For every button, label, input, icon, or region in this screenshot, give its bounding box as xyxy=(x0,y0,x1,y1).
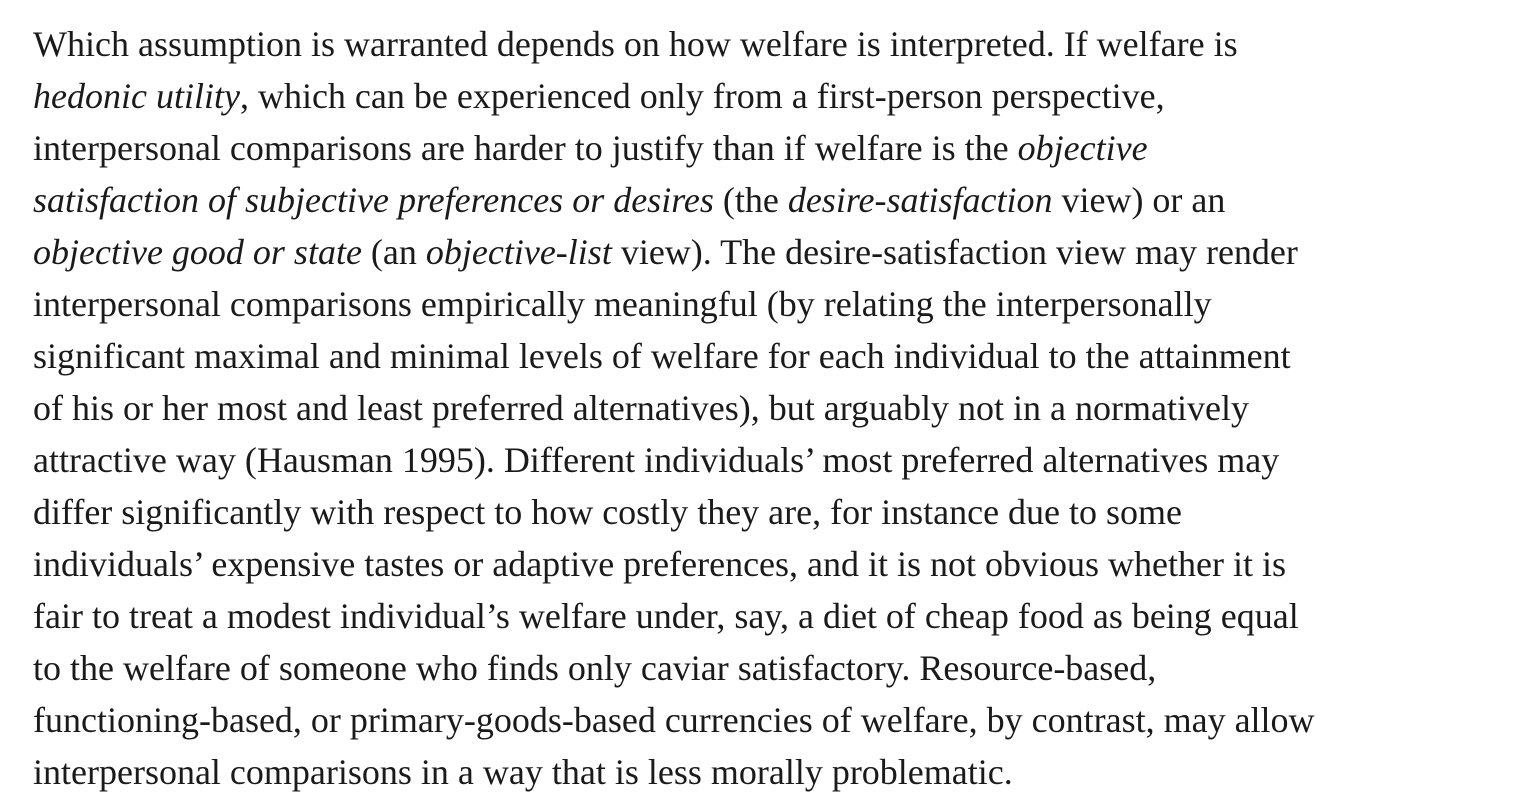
paragraph-line: individuals’ expensive tastes or adaptiv… xyxy=(33,538,1523,590)
paragraph-line: Which assumption is warranted depends on… xyxy=(33,18,1523,70)
text-run: differ significantly with respect to how… xyxy=(33,492,1183,532)
italic-text-run: satisfaction of subjective preferences o… xyxy=(33,180,714,220)
paragraph-line: interpersonal comparisons empirically me… xyxy=(33,278,1523,330)
paragraph-line: interpersonal comparisons are harder to … xyxy=(33,122,1523,174)
text-run: interpersonal comparisons in a way that … xyxy=(33,752,1013,792)
text-run: interpersonal comparisons are harder to … xyxy=(33,128,1018,168)
paragraph-line: differ significantly with respect to how… xyxy=(33,486,1523,538)
text-run: fair to treat a modest individual’s welf… xyxy=(33,596,1299,636)
italic-text-run: objective-list xyxy=(425,232,612,272)
text-run: to the welfare of someone who finds only… xyxy=(33,648,1157,688)
text-run: individuals’ expensive tastes or adaptiv… xyxy=(33,544,1287,584)
italic-text-run: objective xyxy=(1017,128,1148,168)
text-run: , which can be experienced only from a f… xyxy=(239,76,1165,116)
paragraph-line: significant maximal and minimal levels o… xyxy=(33,330,1523,382)
italic-text-run: hedonic utility xyxy=(33,76,240,116)
paragraph-line: fair to treat a modest individual’s welf… xyxy=(33,590,1523,642)
paragraph-line: hedonic utility, which can be experience… xyxy=(33,70,1523,122)
text-run: of his or her most and least preferred a… xyxy=(33,388,1249,428)
text-run: Which assumption is warranted depends on… xyxy=(33,24,1238,64)
text-run: view). The desire-satisfaction view may … xyxy=(611,232,1298,272)
italic-text-run: desire-satisfaction xyxy=(787,180,1053,220)
document-paragraph: Which assumption is warranted depends on… xyxy=(33,18,1523,798)
text-run: significant maximal and minimal levels o… xyxy=(33,336,1291,376)
paragraph-line: to the welfare of someone who finds only… xyxy=(33,642,1523,694)
text-run: functioning-based, or primary-goods-base… xyxy=(33,700,1315,740)
paragraph-line: functioning-based, or primary-goods-base… xyxy=(33,694,1523,746)
paragraph-line: of his or her most and least preferred a… xyxy=(33,382,1523,434)
paragraph-line: interpersonal comparisons in a way that … xyxy=(33,746,1523,798)
paragraph-line: objective good or state (an objective-li… xyxy=(33,226,1523,278)
text-run: attractive way (Hausman 1995). Different… xyxy=(33,440,1280,480)
italic-text-run: objective good or state xyxy=(33,232,362,272)
text-run: view) or an xyxy=(1052,180,1226,220)
text-run: (an xyxy=(361,232,426,272)
text-run: (the xyxy=(713,180,788,220)
paragraph-line: attractive way (Hausman 1995). Different… xyxy=(33,434,1523,486)
paragraph-line: satisfaction of subjective preferences o… xyxy=(33,174,1523,226)
text-run: interpersonal comparisons empirically me… xyxy=(33,284,1212,324)
